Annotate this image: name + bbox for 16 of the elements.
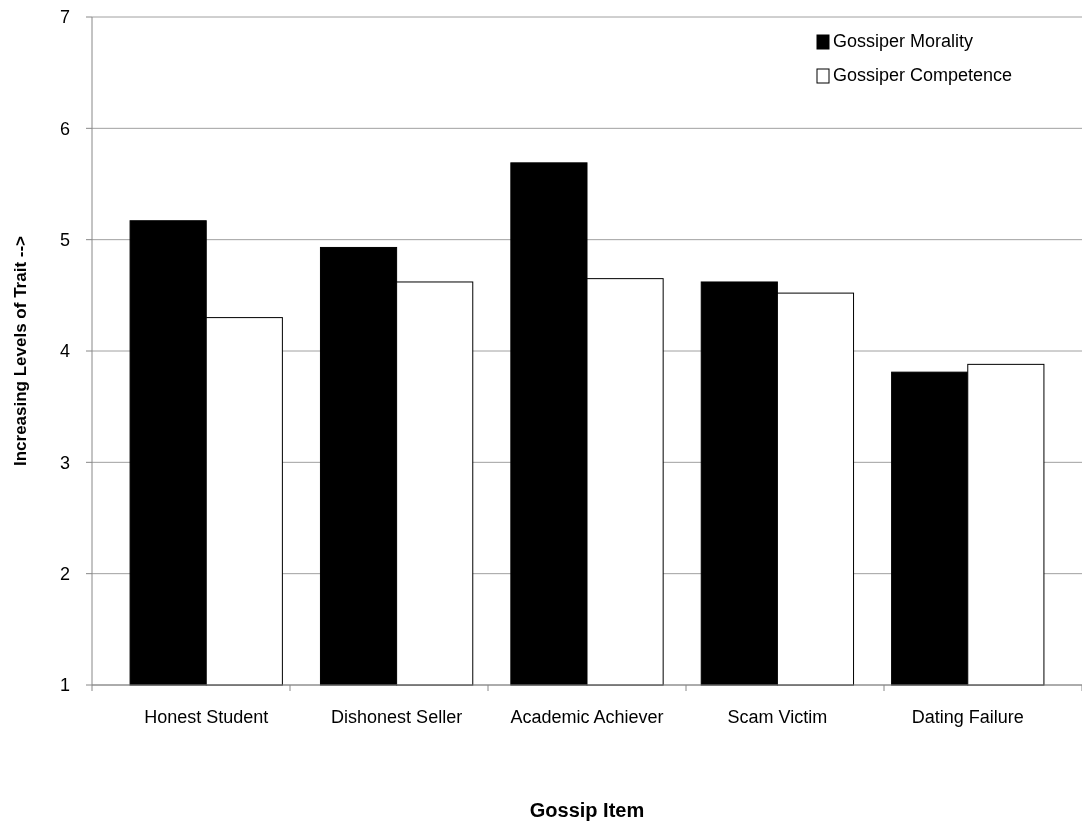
- y-tick-label: 4: [59, 341, 70, 362]
- y-tick-label: 6: [59, 118, 70, 139]
- x-tick-label: Scam Victim: [727, 707, 828, 727]
- x-tick-label: Dishonest Seller: [331, 707, 463, 727]
- y-tick-label: 7: [59, 7, 70, 28]
- y-tick-label: 2: [59, 563, 70, 584]
- x-axis-title: Gossip Item: [529, 799, 645, 821]
- x-tick-label: Academic Achiever: [510, 707, 664, 727]
- y-tick-label: 3: [59, 452, 70, 473]
- legend-label: Gossiper Morality: [833, 31, 974, 51]
- x-tick-label: Dating Failure: [911, 707, 1024, 727]
- x-tick-label: Honest Student: [144, 707, 269, 727]
- y-tick-label: 5: [59, 229, 70, 250]
- legend-label: Gossiper Competence: [833, 65, 1013, 85]
- y-tick-label: 1: [59, 675, 70, 696]
- y-axis-title: Increasing Levels of Trait -->: [11, 235, 30, 467]
